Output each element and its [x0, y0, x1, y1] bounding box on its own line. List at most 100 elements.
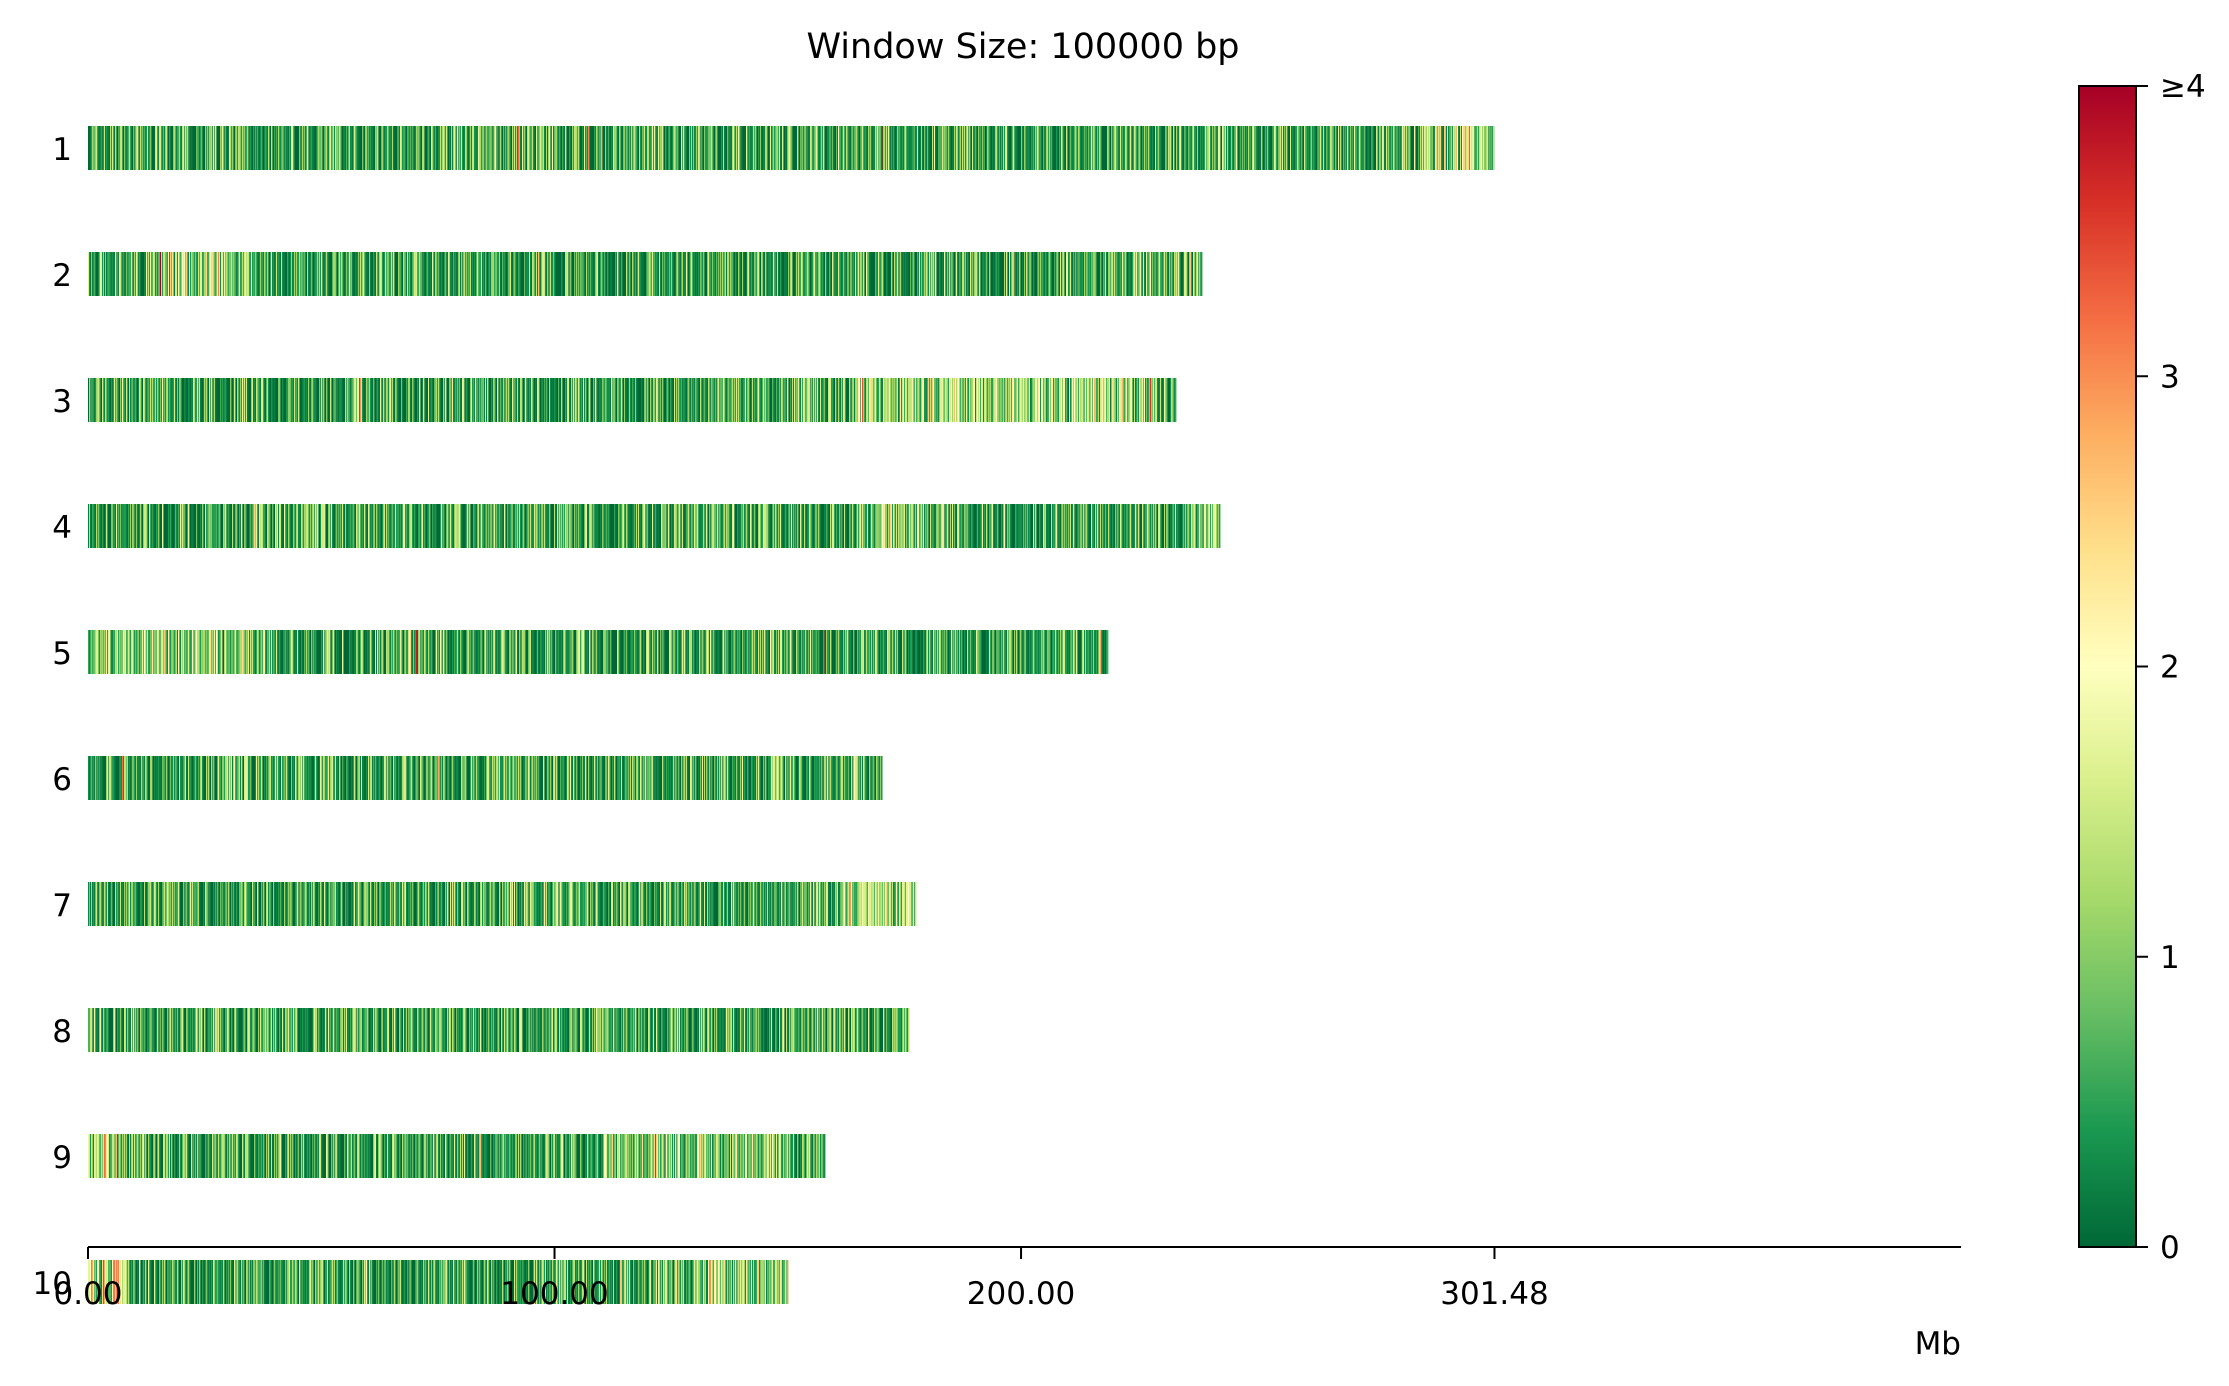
density-window — [1181, 126, 1183, 170]
density-window — [409, 126, 411, 170]
density-window — [675, 378, 677, 422]
density-window — [758, 252, 760, 296]
density-window — [866, 378, 868, 422]
density-window — [91, 882, 93, 926]
density-window — [392, 126, 394, 170]
density-window — [475, 378, 477, 422]
density-window — [1151, 504, 1153, 548]
density-window — [989, 630, 991, 674]
density-window — [927, 378, 929, 422]
density-window — [579, 378, 581, 422]
density-window — [569, 882, 571, 926]
density-window — [382, 504, 384, 548]
density-window — [185, 378, 187, 422]
density-window — [1147, 378, 1149, 422]
density-window — [543, 882, 545, 926]
density-window — [1122, 252, 1124, 296]
density-window — [162, 504, 164, 548]
density-window — [668, 252, 670, 296]
density-window — [639, 630, 641, 674]
density-window — [449, 504, 451, 548]
density-window — [523, 882, 525, 926]
density-window — [134, 756, 136, 800]
density-window — [311, 252, 313, 296]
density-window — [132, 756, 134, 800]
density-window — [1441, 126, 1443, 170]
density-window — [820, 378, 822, 422]
density-window — [257, 378, 259, 422]
density-window — [684, 252, 686, 296]
density-window — [539, 126, 541, 170]
density-window — [211, 378, 213, 422]
density-window — [614, 504, 616, 548]
density-window — [1165, 378, 1167, 422]
density-window — [342, 630, 344, 674]
density-window — [655, 126, 657, 170]
density-window — [727, 126, 729, 170]
density-window — [1177, 126, 1179, 170]
density-window — [114, 504, 116, 548]
density-window — [939, 252, 941, 296]
density-window — [640, 126, 642, 170]
density-window — [601, 378, 603, 422]
density-window — [788, 252, 790, 296]
density-window — [547, 126, 549, 170]
density-window — [528, 252, 530, 296]
density-window — [1101, 504, 1103, 548]
density-window — [1463, 126, 1465, 170]
density-window — [312, 378, 314, 422]
density-window — [1072, 504, 1074, 548]
density-window — [150, 630, 152, 674]
density-window — [523, 504, 525, 548]
density-window — [348, 378, 350, 422]
density-window — [1064, 378, 1066, 422]
density-window — [685, 504, 687, 548]
density-window — [364, 504, 366, 548]
density-window — [381, 378, 383, 422]
density-window — [778, 504, 780, 548]
density-window — [544, 126, 546, 170]
density-window — [818, 252, 820, 296]
density-window — [978, 378, 980, 422]
density-window — [223, 756, 225, 800]
density-window — [393, 756, 395, 800]
density-window — [388, 630, 390, 674]
density-window — [688, 504, 690, 548]
density-window — [1467, 126, 1469, 170]
density-window — [479, 378, 481, 422]
density-window — [218, 756, 220, 800]
density-window — [709, 756, 711, 800]
density-window — [182, 126, 184, 170]
density-window — [886, 126, 888, 170]
density-window — [308, 630, 310, 674]
density-window — [780, 252, 782, 296]
density-window — [749, 126, 751, 170]
density-window — [1050, 252, 1052, 296]
density-window — [470, 126, 472, 170]
density-window — [197, 504, 199, 548]
density-window — [1099, 378, 1101, 422]
density-window — [257, 756, 259, 800]
density-window — [585, 504, 587, 548]
density-window — [625, 378, 627, 422]
density-window — [130, 126, 132, 170]
density-window — [623, 630, 625, 674]
density-window — [347, 126, 349, 170]
density-window — [1080, 252, 1082, 296]
density-window — [736, 756, 738, 800]
density-window — [131, 252, 133, 296]
density-window — [725, 252, 727, 296]
density-window — [299, 882, 301, 926]
density-window — [951, 378, 953, 422]
density-window — [168, 504, 170, 548]
density-window — [523, 126, 525, 170]
density-window — [131, 378, 133, 422]
density-window — [1108, 252, 1110, 296]
density-window — [1388, 126, 1390, 170]
density-window — [849, 252, 851, 296]
density-window — [416, 252, 418, 296]
density-window — [1014, 126, 1016, 170]
density-window — [401, 126, 403, 170]
density-window — [889, 630, 891, 674]
density-window — [731, 126, 733, 170]
